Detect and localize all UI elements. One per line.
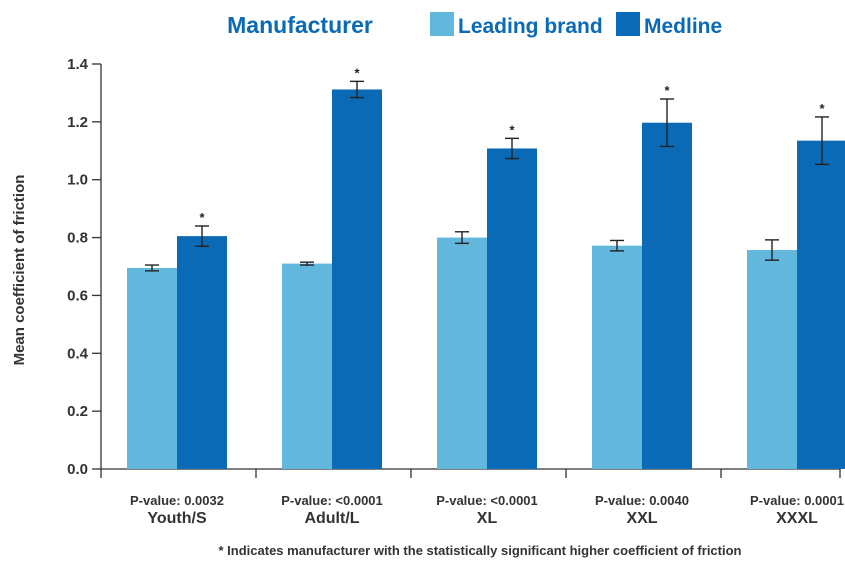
y-tick-label: 0.6 (67, 287, 88, 304)
bars: * * * * * (127, 65, 845, 470)
category-label: XXL (626, 510, 657, 527)
y-tick-label: 0.0 (67, 461, 88, 478)
p-value-label: P-value: 0.0001 (750, 493, 844, 508)
bar-leading-brand (282, 263, 332, 469)
p-value-label: P-value: <0.0001 (436, 493, 538, 508)
significance-marker: * (664, 83, 670, 98)
significance-marker: * (819, 101, 825, 116)
category-label: XXXL (776, 510, 818, 527)
bar-medline (487, 148, 537, 469)
y-tick-label: 1.0 (67, 172, 88, 189)
significance-marker: * (509, 122, 515, 137)
bar-leading-brand (747, 250, 797, 469)
legend-label-leading-brand: Leading brand (458, 15, 603, 38)
legend-title: Manufacturer (227, 12, 373, 38)
bar-medline (797, 140, 845, 470)
legend: Manufacturer Leading brand Medline (227, 12, 722, 38)
bar-leading-brand (127, 267, 177, 469)
p-value-label: P-value: 0.0040 (595, 493, 689, 508)
category-label: Youth/S (147, 510, 207, 527)
category-label: Adult/L (304, 510, 359, 527)
significance-marker: * (199, 210, 205, 225)
bar-medline (332, 89, 382, 469)
legend-swatch-medline (616, 12, 640, 36)
legend-label-medline: Medline (644, 15, 722, 38)
significance-marker: * (354, 65, 360, 80)
y-axis-label: Mean coefficient of friction (11, 175, 28, 366)
y-tick-label: 1.2 (67, 114, 88, 131)
x-axis-labels: P-value: 0.0032 Youth/S P-value: <0.0001 Ad… (130, 493, 844, 527)
p-value-label: P-value: 0.0032 (130, 493, 224, 508)
bar-medline (177, 236, 227, 469)
legend-swatch-leading-brand (430, 12, 454, 36)
bar-leading-brand (592, 245, 642, 469)
y-tick-label: 0.2 (67, 403, 88, 420)
y-tick-label: 0.8 (67, 230, 88, 247)
footnote: * Indicates manufacturer with the statis… (219, 543, 742, 558)
bar-medline (642, 122, 692, 469)
bar-leading-brand (437, 237, 487, 469)
category-label: XL (477, 510, 498, 527)
y-tick-label: 1.4 (67, 56, 89, 73)
p-value-label: P-value: <0.0001 (281, 493, 383, 508)
y-tick-label: 0.4 (67, 345, 89, 362)
